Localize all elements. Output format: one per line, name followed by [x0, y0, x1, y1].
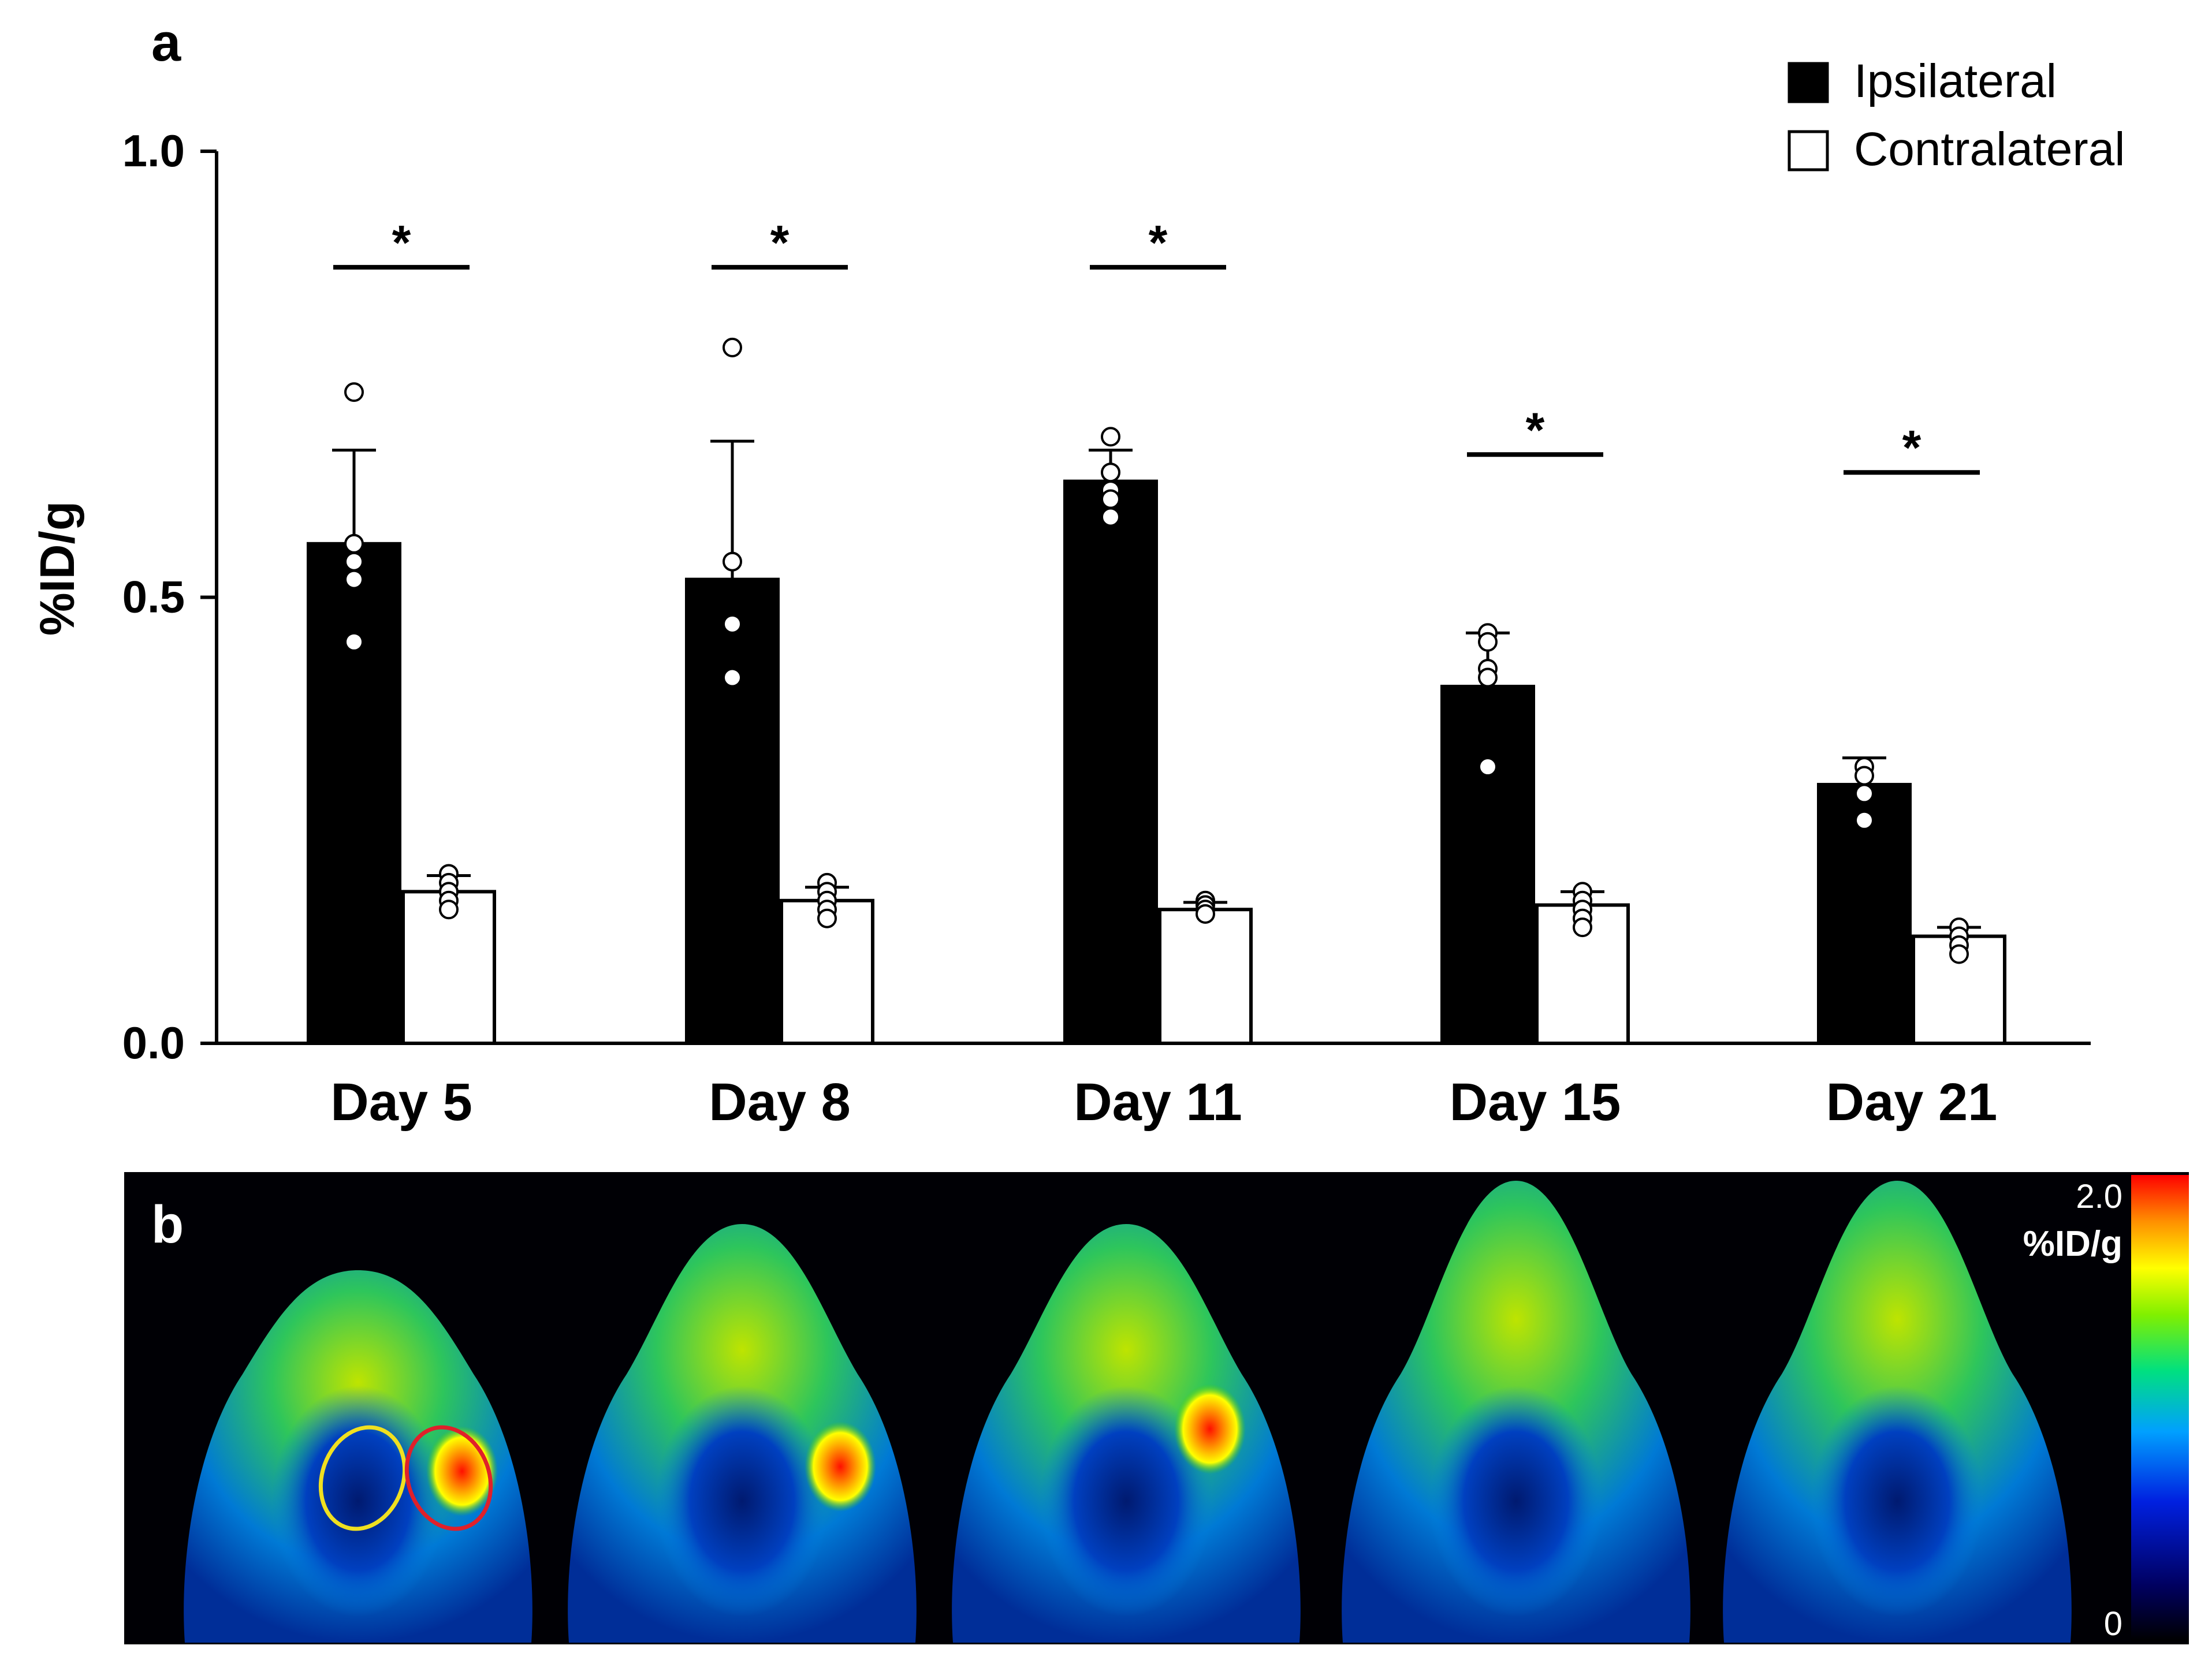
- pet-brain-region: [271, 1386, 445, 1617]
- x-tick-label: Day 5: [330, 1073, 472, 1132]
- bar-contralateral: [401, 890, 496, 1045]
- legend-swatch: [1788, 62, 1829, 103]
- pet-image: [1723, 1181, 2072, 1643]
- colorbar-min-label: 0: [2104, 1605, 2122, 1643]
- panel-a-label: a: [151, 13, 181, 72]
- colorbar-unit-label: %ID/g: [2023, 1224, 2122, 1264]
- pet-image: [184, 1270, 532, 1643]
- x-tick-label: Day 11: [1074, 1073, 1242, 1132]
- bar-ipsilateral: [1063, 479, 1158, 1045]
- data-point: [1101, 427, 1120, 447]
- data-point: [1478, 757, 1498, 777]
- bar-ipsilateral: [1440, 685, 1535, 1045]
- roi-ipsilateral: [404, 1425, 493, 1531]
- panel-b-label: b: [151, 1195, 184, 1254]
- pet-hotspot: [805, 1422, 876, 1512]
- pet-brain-region: [1429, 1386, 1603, 1617]
- pet-brain-region: [1811, 1386, 1984, 1617]
- pet-brain-region: [656, 1386, 829, 1617]
- y-tick-label: 0.0: [122, 1017, 185, 1068]
- colorbar-max-label: 2.0: [2076, 1178, 2122, 1215]
- significance-star: *: [1526, 402, 1545, 457]
- data-point: [1101, 507, 1120, 527]
- pet-image: [568, 1224, 917, 1643]
- significance-star: *: [1902, 420, 1921, 475]
- data-point: [723, 551, 742, 572]
- data-point: [1573, 917, 1592, 938]
- legend-label: Ipsilateral: [1854, 55, 2057, 107]
- data-point: [439, 900, 459, 920]
- y-tick-label: 1.0: [122, 125, 185, 176]
- x-tick-label: Day 8: [709, 1073, 851, 1132]
- data-point: [1196, 904, 1215, 924]
- colorbar: [2131, 1175, 2189, 1641]
- data-point: [723, 614, 742, 634]
- data-point: [723, 337, 742, 357]
- bar-ipsilateral: [685, 577, 780, 1045]
- y-axis-label: %ID/g: [30, 501, 84, 636]
- pet-hotspot: [1174, 1384, 1246, 1474]
- x-tick-label: Day 21: [1826, 1073, 1998, 1132]
- data-point: [344, 632, 364, 652]
- data-point: [723, 667, 742, 688]
- pet-image: [1342, 1181, 1690, 1643]
- pet-brain-region: [1040, 1386, 1213, 1617]
- data-point: [1949, 944, 1969, 964]
- data-point: [817, 908, 837, 928]
- significance-star: *: [1149, 215, 1168, 270]
- bar-contralateral: [1912, 934, 2006, 1045]
- significance-star: *: [770, 215, 790, 270]
- significance-star: *: [392, 215, 411, 270]
- data-point: [1478, 632, 1498, 652]
- data-point: [344, 382, 364, 402]
- data-point: [1854, 784, 1874, 804]
- data-point: [344, 569, 364, 590]
- bar-chart: a 0.0 0.5 1.0 %ID/g Day 5 Day 8 Day 11 Day 15 Da…: [30, 13, 2125, 1132]
- legend-swatch: [1788, 130, 1829, 171]
- data-point: [1854, 810, 1874, 830]
- pet-image: [952, 1224, 1301, 1643]
- y-tick-label: 0.5: [122, 572, 185, 622]
- x-tick-label: Day 15: [1450, 1073, 1621, 1132]
- roi-contralateral: [318, 1425, 407, 1531]
- data-point: [1478, 667, 1498, 688]
- legend-label: Contralateral: [1854, 123, 2125, 176]
